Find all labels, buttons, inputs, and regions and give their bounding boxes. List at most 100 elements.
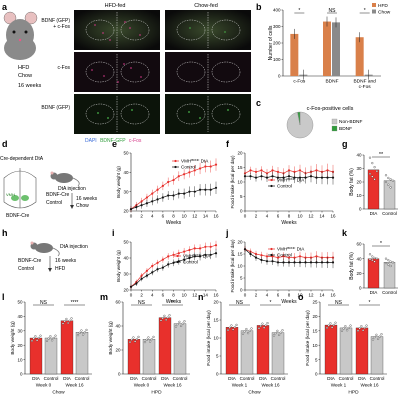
data-point — [193, 247, 196, 250]
data-point — [177, 175, 180, 178]
x-category-label: DtA — [370, 211, 379, 216]
data-point — [331, 326, 334, 329]
legend-marker — [176, 254, 179, 258]
y-tick-label: 10 — [237, 180, 243, 185]
legend-marker — [176, 260, 179, 264]
y-tick-label: 0 — [216, 372, 219, 377]
data-point — [387, 263, 390, 266]
y-axis-label: Body weight (g) — [116, 250, 121, 282]
y-tick-label: 10 — [312, 343, 318, 348]
data-point — [264, 324, 267, 327]
x-category-label: Control — [142, 376, 157, 381]
y-tick-label: 0 — [278, 74, 281, 79]
y-tick-label: 60 — [115, 300, 121, 305]
data-point — [245, 327, 248, 331]
data-point — [276, 261, 280, 264]
data-point — [198, 255, 202, 258]
y-tick-label: 0 — [20, 372, 23, 377]
data-point — [161, 184, 164, 187]
x-category-label: Control — [240, 376, 255, 381]
bar-dta — [60, 320, 74, 375]
data-point — [274, 332, 277, 335]
data-point — [282, 176, 285, 179]
y-tick-label: 100 — [273, 57, 281, 62]
mouse-small-icon — [50, 171, 80, 187]
x-category-label: DtA — [358, 376, 367, 381]
data-point — [68, 319, 71, 322]
panel-b-letter: b — [256, 2, 262, 12]
panel-d-letter: d — [2, 139, 8, 149]
data-point — [241, 332, 245, 335]
y-tick-label: 20 — [237, 240, 243, 245]
schematic-vmh-label: VMH — [6, 192, 15, 197]
schematic-virus-label: Cre-dependent DtA — [0, 156, 44, 162]
bar-dta — [367, 169, 380, 210]
legend-bdnf-gfp: BDNF-GFP — [100, 138, 126, 144]
legend-marker — [270, 253, 273, 257]
data-point — [140, 274, 143, 277]
data-point — [362, 329, 365, 332]
panel-f-letter: f — [226, 139, 230, 149]
x-tick-label: 2 — [140, 214, 143, 219]
data-point — [143, 341, 147, 344]
x-tick-label: 4 — [151, 214, 154, 219]
data-point — [135, 338, 138, 341]
y-axis-label: Food intake (kcal per day) — [206, 310, 212, 366]
significance-label: NS — [40, 300, 48, 306]
stain-legend: DAPI BDNF-GFP c-Fos — [85, 138, 142, 144]
bar-control — [271, 332, 285, 375]
y-tick-label: 20 — [312, 314, 318, 319]
x-tick-label: 10 — [297, 293, 303, 298]
data-point — [326, 169, 329, 172]
y-tick-label: 40 — [356, 153, 362, 158]
data-point — [243, 175, 247, 178]
data-point — [260, 169, 263, 172]
x-category-label: Control — [44, 376, 59, 381]
y-tick-label: 10 — [17, 357, 23, 362]
y-tick-label: 0 — [359, 207, 362, 212]
diet-label: Chow — [52, 390, 65, 396]
y-tick-label: 10 — [237, 264, 243, 269]
data-point — [332, 323, 335, 327]
significance-label: NS — [138, 300, 146, 306]
schematic-group-cre: BDNF-Cre — [46, 192, 70, 198]
y-tick-label: 15 — [312, 329, 318, 334]
data-point — [167, 255, 170, 258]
x-tick-label: 12 — [308, 214, 314, 219]
data-point — [340, 329, 344, 332]
data-point — [391, 179, 394, 182]
data-point — [349, 324, 352, 327]
data-point — [67, 321, 70, 325]
mouse-small-icon-h — [30, 241, 60, 257]
x-tick-label: 6 — [162, 214, 165, 219]
pie-slice — [297, 111, 301, 126]
x-tick-label: 0 — [130, 214, 133, 219]
data-point — [65, 317, 68, 321]
data-point — [183, 192, 186, 195]
data-point — [129, 207, 133, 211]
y-tick-label: 30 — [123, 189, 129, 194]
legend-label: Control — [181, 165, 196, 170]
y-tick-label: 50 — [123, 151, 129, 156]
data-point — [188, 190, 191, 193]
row-label-merge: BDNF (GFP) + c-Fos — [41, 18, 70, 30]
data-point — [232, 328, 235, 331]
significance-label: * — [369, 300, 371, 306]
data-point — [373, 336, 376, 339]
data-point — [265, 255, 269, 258]
data-point — [389, 186, 392, 189]
bar-control — [370, 336, 384, 375]
schematic-diet: Chow — [76, 203, 89, 209]
data-point — [193, 255, 196, 258]
y-tick-label: 15 — [237, 165, 243, 170]
y-axis-label: Food intake (kcal per day) — [230, 155, 235, 209]
bar-control — [339, 327, 353, 375]
x-tick-label: 2 — [255, 293, 258, 298]
data-point — [49, 335, 52, 338]
data-point — [152, 335, 155, 338]
data-point — [375, 257, 378, 260]
data-point — [371, 175, 374, 178]
data-point — [358, 327, 361, 330]
y-tick-label: 5 — [240, 276, 243, 281]
